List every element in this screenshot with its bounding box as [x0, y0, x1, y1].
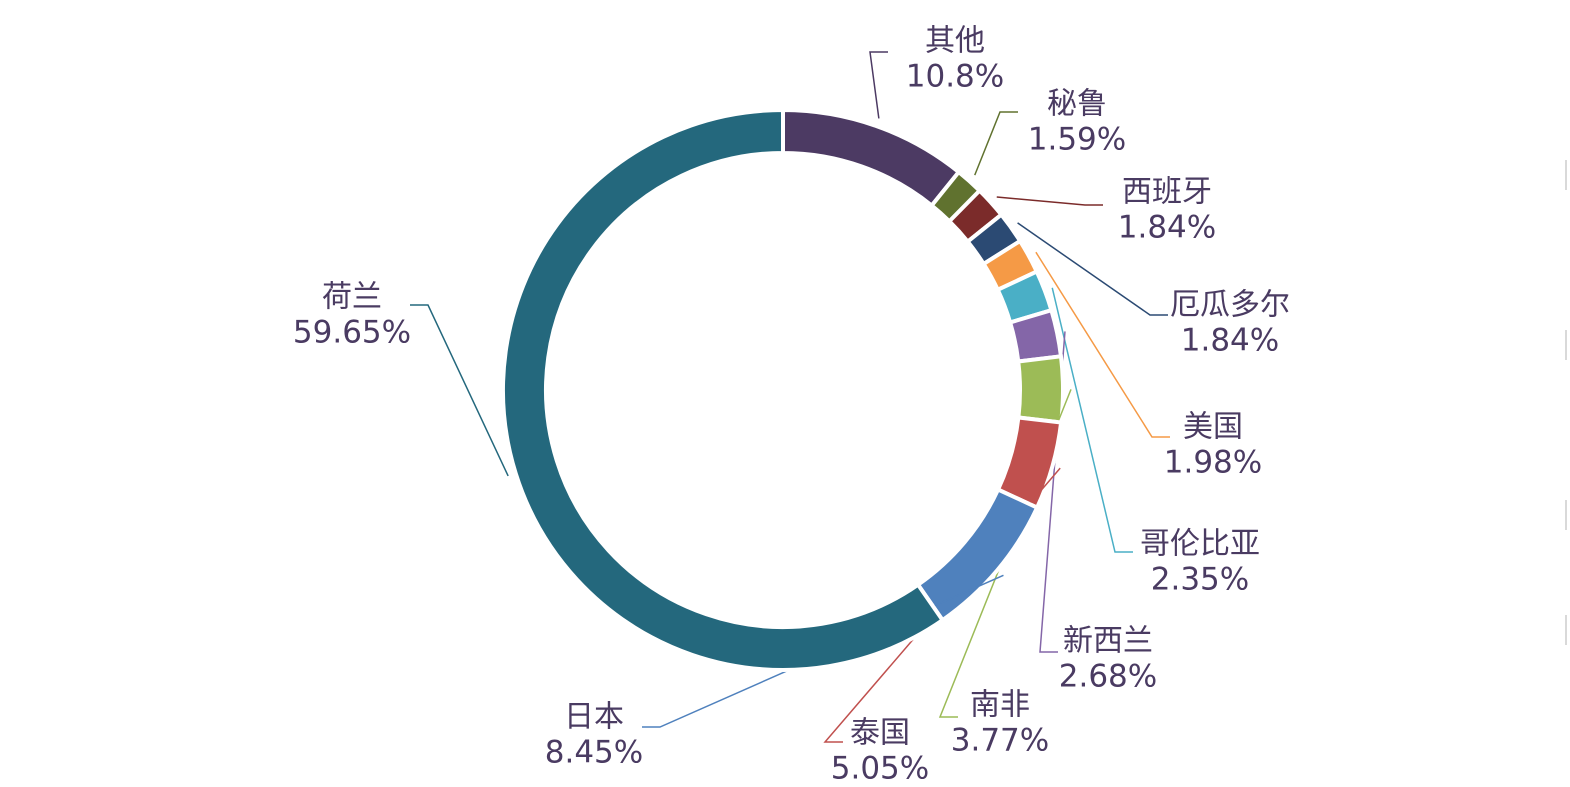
slice-value-label: 2.68% — [1059, 659, 1157, 695]
slice-label: 秘鲁 — [1047, 87, 1107, 122]
slice-value-label: 5.05% — [831, 751, 929, 787]
slice-label: 哥伦比亚 — [1140, 527, 1260, 562]
slice-value-label: 1.59% — [1028, 122, 1126, 158]
slice-value-label: 8.45% — [545, 735, 643, 771]
slice-label: 厄瓜多尔 — [1170, 288, 1290, 323]
leader-line — [1051, 287, 1133, 553]
edge-divider-mark — [1565, 330, 1567, 360]
donut-slice — [781, 107, 962, 209]
slice-value-label: 1.98% — [1164, 445, 1262, 481]
slice-value-label: 59.65% — [293, 315, 411, 351]
slice-label: 西班牙 — [1122, 175, 1212, 210]
slice-label: 日本 — [564, 700, 624, 735]
leader-line — [1017, 222, 1168, 316]
slice-label: 南非 — [970, 688, 1030, 723]
slice-value-label: 10.8% — [906, 59, 1004, 95]
slice-value-label: 1.84% — [1118, 210, 1216, 246]
donut-slice — [1016, 354, 1065, 425]
edge-divider-mark — [1565, 160, 1567, 190]
edge-divider-mark — [1565, 500, 1567, 530]
leader-line — [996, 196, 1103, 206]
slice-label: 泰国 — [850, 716, 910, 751]
slice-label: 其他 — [925, 24, 985, 59]
leader-line — [974, 111, 1018, 176]
slice-label: 荷兰 — [322, 280, 382, 315]
slice-label: 新西兰 — [1063, 624, 1153, 659]
donut-slice — [915, 486, 1040, 623]
slice-value-label: 3.77% — [951, 723, 1049, 759]
slice-value-label: 1.84% — [1181, 323, 1279, 359]
leader-line — [869, 51, 888, 119]
leader-line — [1035, 251, 1170, 438]
edge-divider-mark — [1565, 615, 1567, 645]
donut-slice — [501, 107, 946, 672]
leader-line — [410, 304, 509, 477]
slice-value-label: 2.35% — [1151, 562, 1249, 598]
slice-label: 美国 — [1183, 410, 1243, 445]
